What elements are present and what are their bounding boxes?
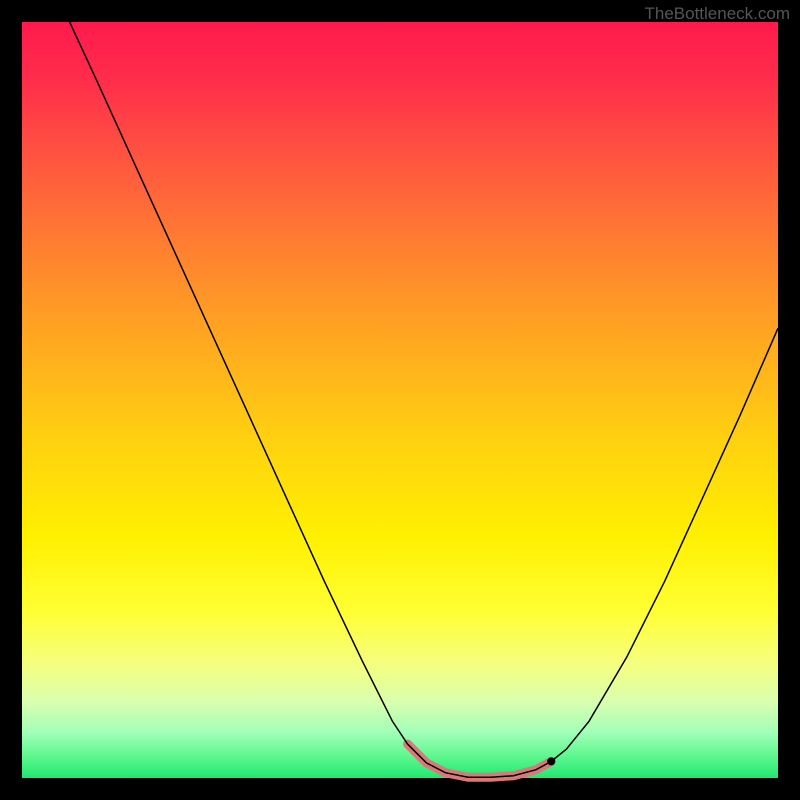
plot-background	[22, 22, 778, 778]
watermark-text: TheBottleneck.com	[644, 4, 790, 24]
bottleneck-chart	[0, 0, 800, 800]
marker-dot	[547, 757, 555, 765]
